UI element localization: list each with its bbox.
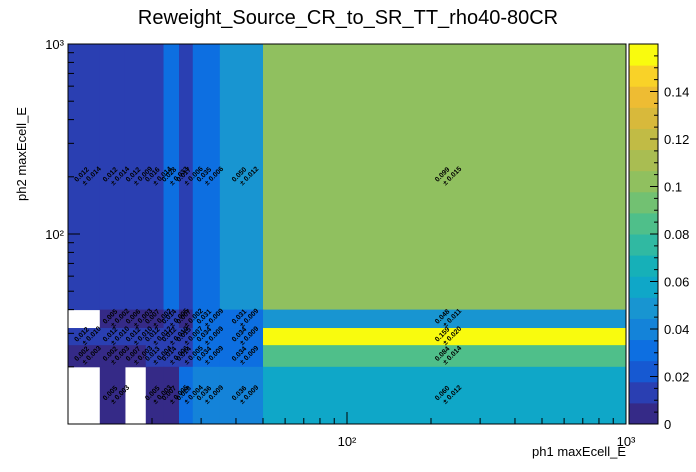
colorbar-tick-label: 0.06 <box>664 275 689 290</box>
heatmap-cell <box>192 345 221 368</box>
heatmap-cell <box>124 44 147 311</box>
heatmap-cell <box>68 345 101 368</box>
colorbar-segment <box>629 149 658 172</box>
heatmap-cell <box>179 328 194 346</box>
heatmap-cell <box>99 328 126 346</box>
colorbar-segment <box>629 339 658 362</box>
chart-title: Reweight_Source_CR_to_SR_TT_rho40-80CR <box>138 7 558 29</box>
heatmap-cell <box>124 309 147 329</box>
colorbar-segment <box>629 191 658 214</box>
heatmap-cell <box>145 44 165 311</box>
heatmap-cell <box>219 366 264 425</box>
colorbar-segment <box>629 381 658 404</box>
heatmap-cell <box>263 309 627 329</box>
colorbar-segment <box>629 234 658 256</box>
heatmap-cell <box>219 328 264 346</box>
heatmap-cell <box>263 328 627 346</box>
colorbar-segment <box>629 360 658 383</box>
y-axis-ticks: 10² 10³ <box>45 37 80 425</box>
y-tick-label: 10² <box>45 227 64 242</box>
heatmap-cell <box>163 309 180 329</box>
heatmap-cell <box>145 328 165 346</box>
heatmap-cells <box>68 44 627 425</box>
colorbar-tick-label: 0.08 <box>664 227 689 242</box>
color-scale-bar: 0 0.02 0.04 0.06 0.08 0.1 0.12 0.14 <box>628 43 689 432</box>
y-axis-title: ph2 maxEcell_E <box>14 107 29 201</box>
heatmap-cell <box>163 366 180 425</box>
colorbar-segment <box>629 297 658 319</box>
colorbar-segment <box>629 255 658 277</box>
heatmap-cell <box>145 345 165 368</box>
heatmap-cell <box>124 345 147 368</box>
x-axis-title: ph1 maxEcell_E <box>532 444 626 459</box>
colorbar-segment <box>629 318 658 341</box>
heatmap-cell <box>99 345 126 368</box>
colorbar-segment <box>629 107 658 129</box>
colorbar-segment <box>629 128 658 151</box>
colorbar-segment <box>629 44 658 66</box>
heatmap-cell <box>179 44 194 311</box>
colorbar-segment <box>629 65 658 87</box>
x-tick-label: 10³ <box>617 434 636 449</box>
heatmap-cell <box>192 366 221 425</box>
colorbar-tick-label: 0.1 <box>664 180 682 195</box>
heatmap-cell <box>99 366 126 425</box>
heatmap-cell <box>163 328 180 346</box>
colorbar-tick-label: 0 <box>664 417 671 432</box>
heatmap-cell <box>99 309 126 329</box>
y-tick-label: 10³ <box>45 37 64 52</box>
heatmap-cell <box>192 309 221 329</box>
colorbar-tick-label: 0.14 <box>664 85 689 100</box>
heatmap-cell <box>179 345 194 368</box>
heatmap-cell <box>179 366 194 425</box>
heatmap-cell <box>179 309 194 329</box>
colorbar-segment <box>629 402 658 425</box>
heatmap-cell <box>263 366 627 425</box>
heatmap-cell <box>219 345 264 368</box>
colorbar-segment <box>629 86 658 108</box>
heatmap-cell <box>145 366 165 425</box>
heatmap-cell <box>163 44 180 311</box>
heatmap-cell <box>192 44 221 311</box>
heatmap-cell <box>219 309 264 329</box>
heatmap-cell <box>124 328 147 346</box>
colorbar-tick-label: 0.12 <box>664 132 689 147</box>
colorbar-tick-label: 0.04 <box>664 322 689 337</box>
heatmap-cell <box>263 44 627 311</box>
x-axis-ticks: 10² 10³ <box>67 412 636 449</box>
heatmap-cell <box>192 328 221 346</box>
heatmap-cell <box>68 328 101 346</box>
heatmap-cell <box>219 44 264 311</box>
heatmap-cell <box>163 345 180 368</box>
colorbar-segment <box>629 170 658 193</box>
heatmap-cell <box>99 44 126 311</box>
x-tick-label: 10² <box>338 434 357 449</box>
colorbar-tick-label: 0.02 <box>664 370 689 385</box>
colorbar-segment <box>629 212 658 235</box>
heatmap-cell <box>263 345 627 368</box>
heatmap-cell <box>145 309 165 329</box>
colorbar-segment <box>629 276 658 298</box>
